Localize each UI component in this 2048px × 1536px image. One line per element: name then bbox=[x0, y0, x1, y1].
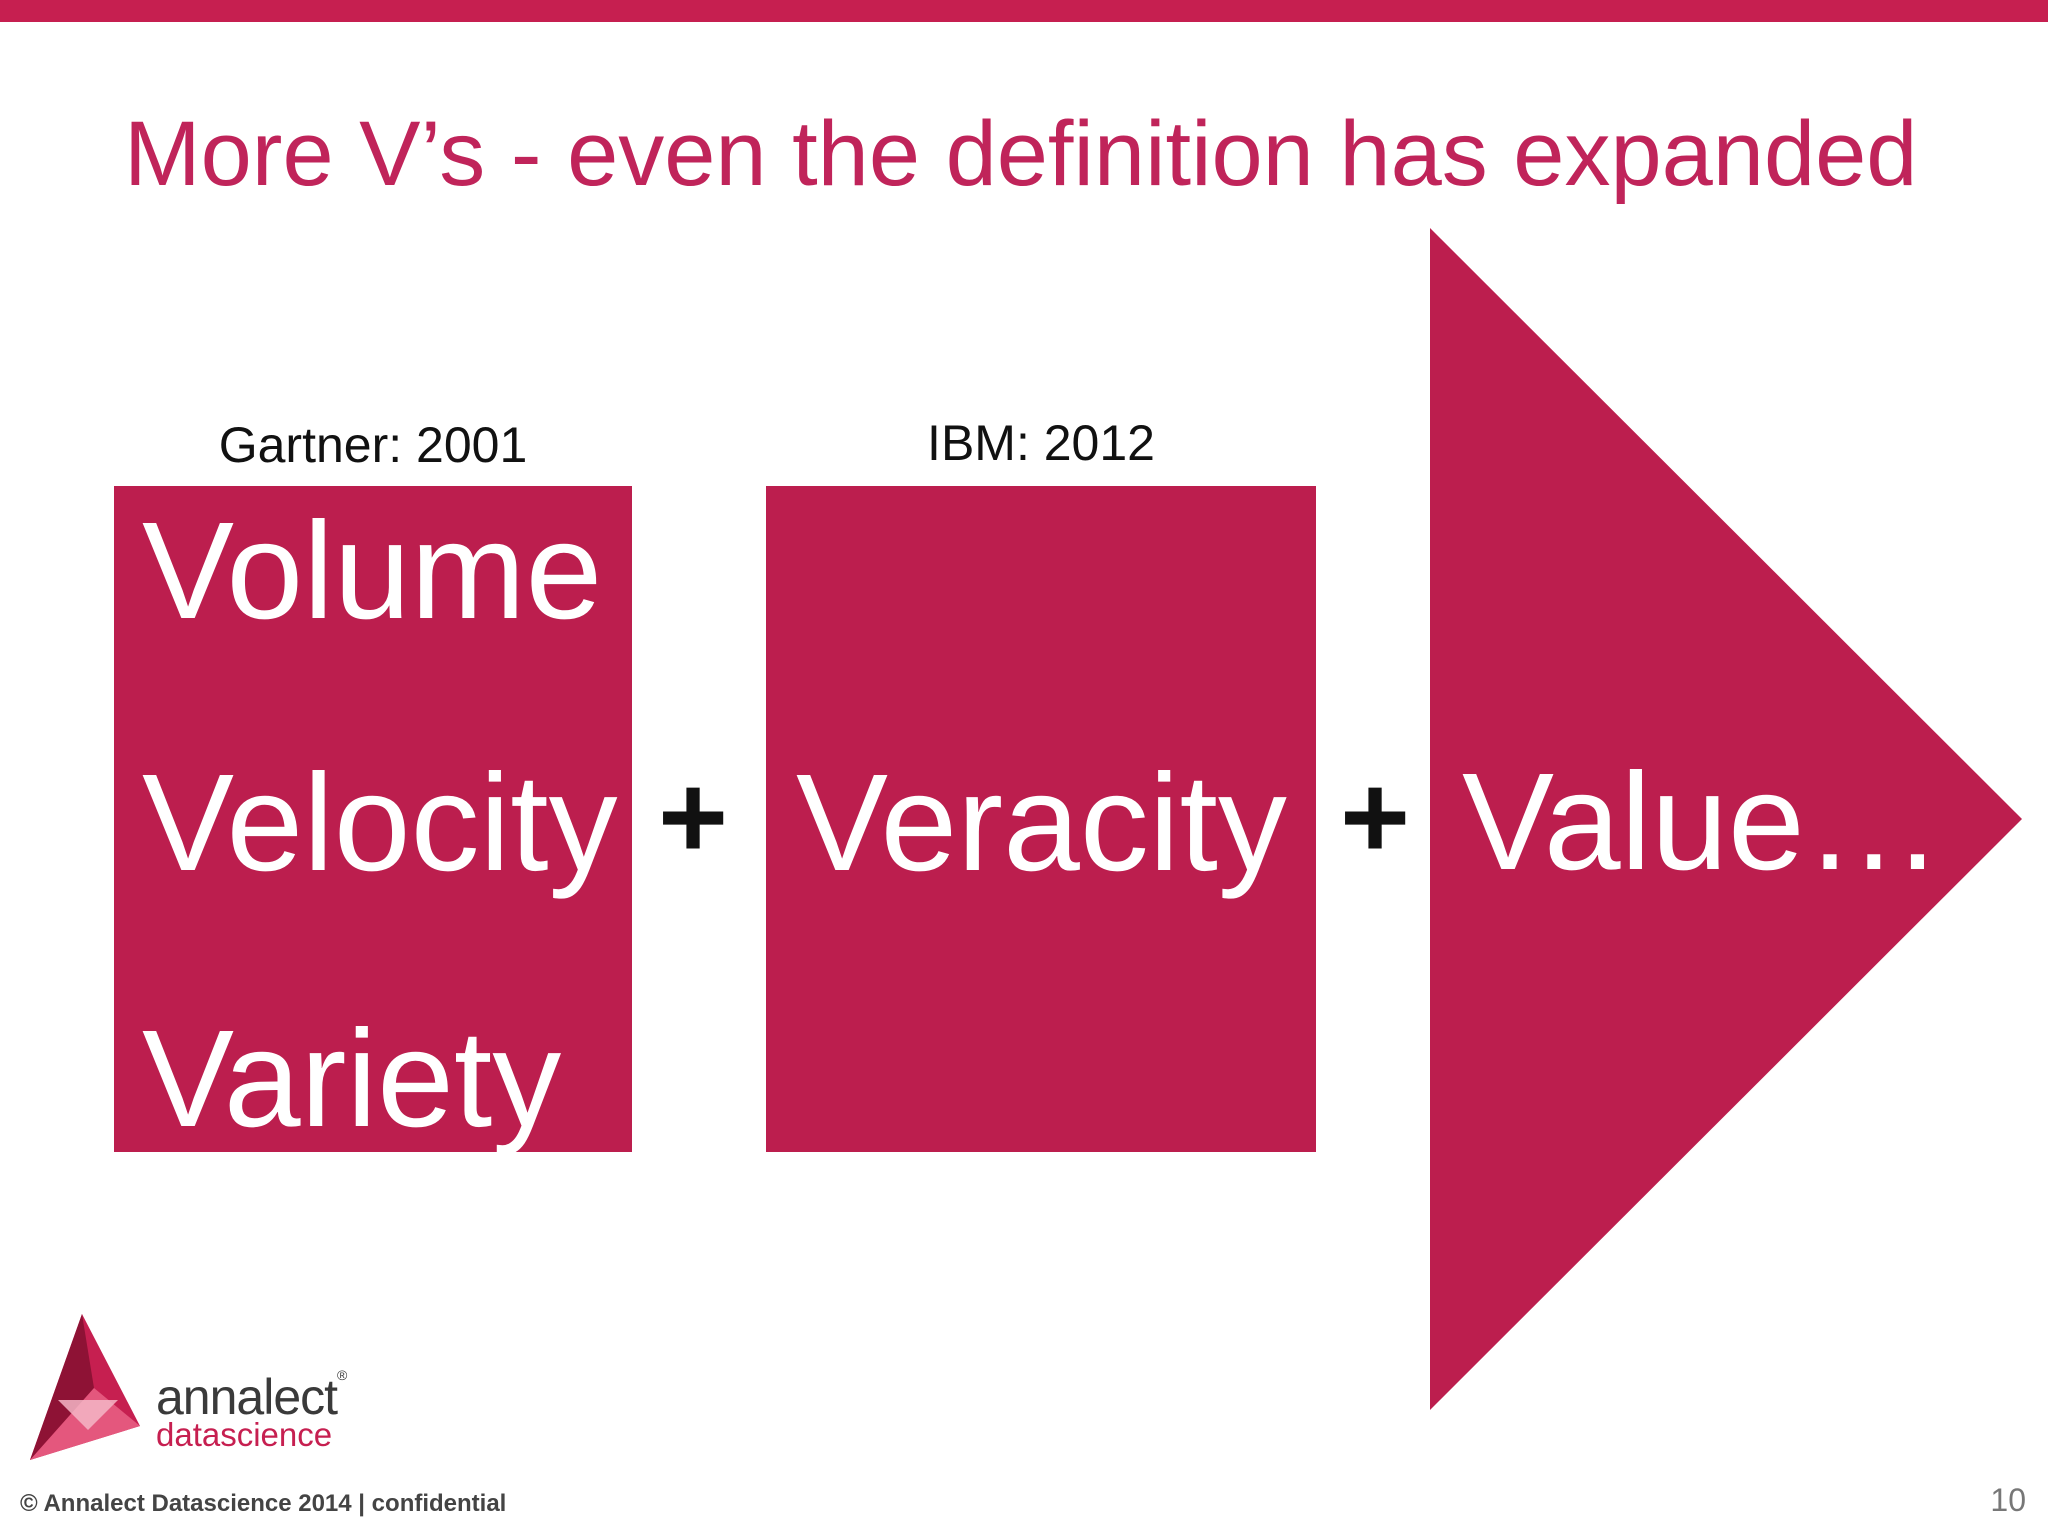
gartner-label: Gartner: 2001 bbox=[218, 417, 528, 473]
veracity-label: Veracity bbox=[796, 746, 1287, 900]
value-arrow bbox=[1430, 228, 2022, 1410]
variety-label: Variety bbox=[142, 1002, 562, 1156]
gartner-box: Volume Velocity Variety bbox=[114, 486, 632, 1152]
ibm-label: IBM: 2012 bbox=[927, 415, 1155, 471]
volume-label: Volume bbox=[142, 494, 603, 648]
footer-copyright: © Annalect Datascience 2014 | confidenti… bbox=[20, 1490, 507, 1517]
logo-subtitle: datascience bbox=[156, 1416, 333, 1453]
registered-mark: ® bbox=[337, 1367, 347, 1383]
top-accent-bar bbox=[0, 0, 2048, 22]
page-number: 10 bbox=[1990, 1482, 2026, 1518]
ibm-box: Veracity bbox=[766, 486, 1316, 1152]
annalect-logo-mark-icon bbox=[30, 1314, 140, 1460]
velocity-label: Velocity bbox=[142, 746, 618, 900]
slide-title: More V’s - even the definition has expan… bbox=[124, 103, 1918, 205]
logo-name-text: annalect bbox=[156, 1369, 338, 1425]
value-arrow-shape bbox=[1430, 228, 2022, 1410]
plus-sign-1: + bbox=[658, 750, 729, 884]
value-label: Value… bbox=[1462, 745, 1943, 899]
plus-sign-2: + bbox=[1340, 750, 1411, 884]
annalect-logo: annalect® datascience bbox=[14, 1312, 394, 1482]
logo-wordmark: annalect® bbox=[156, 1367, 347, 1425]
